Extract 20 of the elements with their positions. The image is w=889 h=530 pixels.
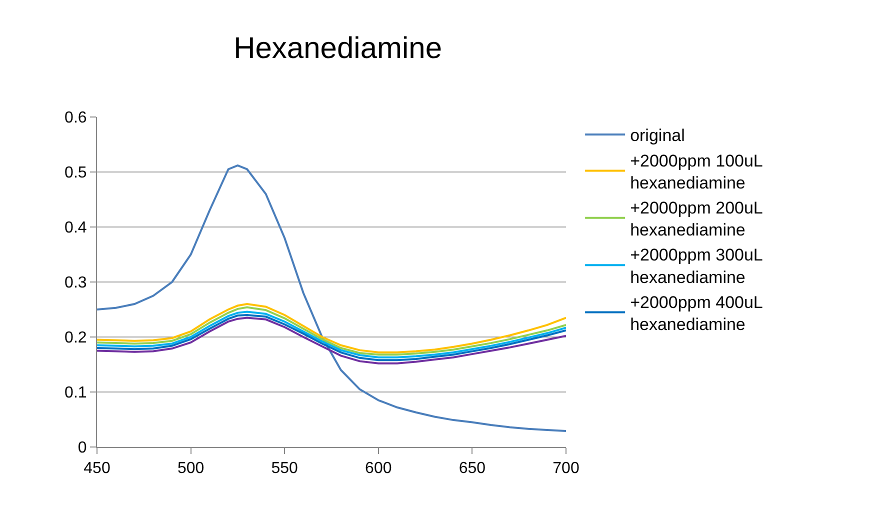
legend-label: original [630,126,685,146]
y-tick-label: 0 [78,440,87,457]
legend-label: +2000ppm 200uL hexanediamine [630,198,763,240]
y-tick-label: 0.1 [64,384,87,402]
y-tick-label: 0.5 [64,164,87,182]
x-tick-label: 700 [552,460,580,478]
y-tick-label: 0.2 [64,330,87,347]
chart-title: Hexanediamine [234,32,442,66]
x-tick-label: 550 [271,460,298,478]
legend-label: +2000ppm 400uL hexanediamine [630,292,763,334]
x-tick-label: 500 [177,460,204,478]
x-tick-label: 450 [84,460,110,478]
y-tick-label: 0.6 [64,110,87,127]
line-series [97,164,566,432]
legend-label: +2000ppm 300uL hexanediamine [630,246,763,287]
y-tick-label: 0.3 [64,274,87,292]
legend-label: +2000ppm 100uL hexanediamine [630,151,763,192]
x-tick-label: 650 [458,460,486,478]
y-tick-label: 0.4 [64,220,87,237]
x-tick-label: 600 [365,460,392,478]
